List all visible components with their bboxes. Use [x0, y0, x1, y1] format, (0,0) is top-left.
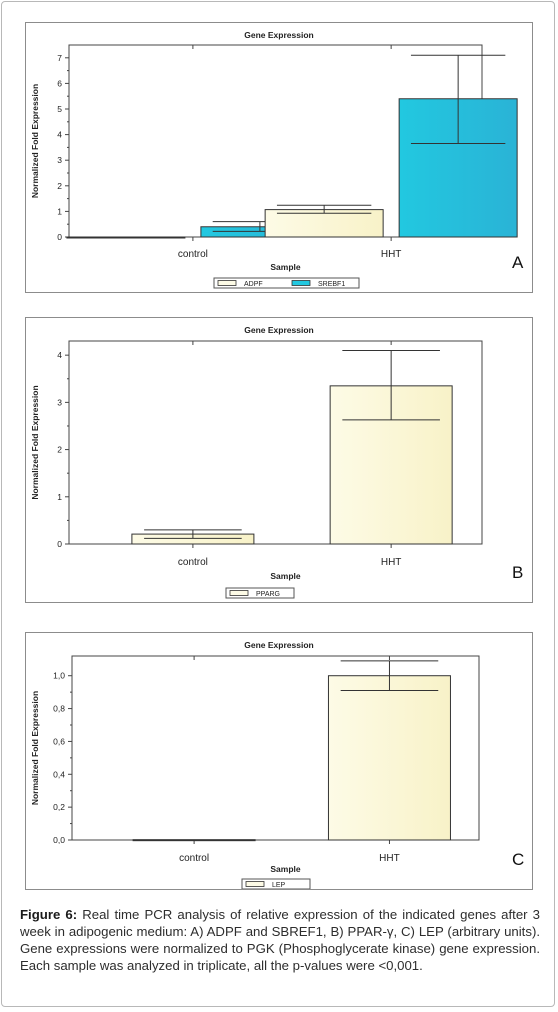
chart-title: Gene Expression: [244, 325, 313, 335]
x-axis-label: Sample: [270, 864, 301, 874]
y-axis-label: Normalized Fold Expression: [30, 691, 40, 805]
y-tick-label: 1: [57, 206, 62, 216]
bar: [327, 675, 451, 841]
x-tick-label: control: [178, 249, 208, 260]
x-tick-label: HHT: [381, 557, 402, 568]
y-tick-label: 3: [57, 397, 62, 407]
y-tick-label: 4: [57, 350, 62, 360]
caption-text: Real time PCR analysis of relative expre…: [20, 907, 541, 973]
plot-area: [68, 340, 483, 545]
legend-swatch: [229, 590, 249, 596]
y-tick-label: 0: [57, 539, 62, 549]
y-tick-label: 2: [57, 181, 62, 191]
legend-label: LEP: [272, 882, 286, 889]
chart-title: Gene Expression: [244, 30, 313, 40]
y-tick-label: 0,2: [53, 802, 65, 812]
x-tick-label: control: [178, 557, 208, 568]
y-tick-label: 4: [57, 130, 62, 140]
y-tick-label: 1: [57, 492, 62, 502]
x-tick-label: HHT: [379, 853, 400, 864]
legend-swatch: [217, 280, 237, 286]
panel-letter: B: [512, 563, 523, 582]
legend-box: [213, 277, 360, 289]
y-axis-label: Normalized Fold Expression: [30, 84, 40, 198]
chart-title: Gene Expression: [244, 640, 313, 650]
y-tick-label: 7: [57, 53, 62, 63]
bar: [66, 236, 186, 239]
legend-label: SREBF1: [318, 281, 345, 288]
bar: [264, 209, 384, 238]
y-tick-label: 0,4: [53, 769, 65, 779]
chart-panel-c: Gene Expression 0,0 0,2 0,4 0,6 0,8 1,0 Normali…: [25, 632, 533, 890]
legend-box: [241, 878, 311, 889]
legend-box: [225, 587, 295, 599]
panel-letter: A: [512, 253, 524, 272]
y-tick-label: 0,6: [53, 736, 65, 746]
bar: [132, 839, 256, 842]
y-tick-label: 1,0: [53, 671, 65, 681]
legend-label: PPARG: [256, 591, 280, 598]
y-tick-label: 0,0: [53, 835, 65, 845]
caption-label: Figure 6:: [20, 907, 78, 922]
y-tick-label: 0,8: [53, 704, 65, 714]
panel-letter: C: [512, 850, 524, 869]
figure-caption: Figure 6: Real time PCR analysis of rela…: [20, 906, 540, 974]
x-axis-label: Sample: [270, 262, 301, 272]
legend-swatch: [245, 881, 265, 887]
chart-c-svg: Gene Expression 0,0 0,2 0,4 0,6 0,8 1,0 Normali…: [30, 640, 524, 889]
y-tick-label: 6: [57, 78, 62, 88]
chart-panel-b: Gene Expression 0 1 2 3 4 Normalized Fold Expr…: [25, 317, 533, 603]
y-axis-label: Normalized Fold Expression: [30, 385, 40, 499]
x-tick-label: control: [179, 853, 209, 864]
legend-label: ADPF: [244, 281, 263, 288]
chart-b-svg: Gene Expression 0 1 2 3 4 Normalized Fold Expr…: [30, 325, 523, 599]
y-tick-label: 5: [57, 104, 62, 114]
legend-swatch: [291, 280, 311, 286]
x-axis-label: Sample: [270, 571, 301, 581]
y-tick-label: 2: [57, 445, 62, 455]
y-tick-label: 3: [57, 155, 62, 165]
y-tick-label: 0: [57, 232, 62, 242]
chart-a-svg: Gene Expression 0 1 2 3 4 5 6 7 Normalized Fold E…: [30, 30, 524, 289]
plot-area: [71, 655, 480, 841]
chart-panel-a: Gene Expression 0 1 2 3 4 5 6 7 Normalized Fold E…: [25, 22, 533, 293]
x-tick-label: HHT: [381, 249, 402, 260]
